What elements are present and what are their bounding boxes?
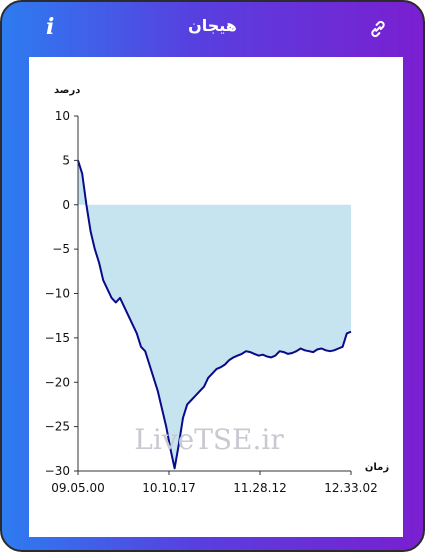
y-tick-label: −30	[45, 464, 70, 478]
link-icon[interactable]	[367, 18, 389, 40]
watermark: LiveTSE.ir	[134, 423, 284, 456]
y-axis-label: درصد	[54, 85, 80, 96]
y-tick-label: −5	[52, 242, 70, 256]
area-layer	[77, 160, 352, 470]
title-bar: i هیجان	[2, 2, 423, 57]
y-tick-label: 10	[55, 109, 70, 123]
x-tick-label: 09.05.00	[51, 481, 104, 495]
series-area	[78, 160, 351, 469]
x-tick-label: 10.10.17	[142, 481, 195, 495]
info-icon[interactable]: i	[46, 14, 55, 40]
page-title: هیجان	[188, 16, 237, 35]
y-tick-label: −15	[45, 331, 70, 345]
y-tick-label: 0	[62, 198, 70, 212]
y-tick-label: −25	[45, 420, 70, 434]
x-tick-label: 12.33.02	[324, 481, 377, 495]
x-tick-label: 11.28.12	[233, 481, 286, 495]
chart-svg: 10 5 0 −5 −10 −15 −20 −25 −30 09.05.00 10.10.17 11.…	[45, 85, 390, 495]
y-tick-label: −10	[45, 287, 70, 301]
x-axis-label: زمان	[365, 462, 389, 473]
series-line	[77, 160, 352, 470]
y-tick-label: 5	[62, 153, 70, 167]
tick-layer: 10 5 0 −5 −10 −15 −20 −25 −30 09.05.00 10.10.17 11.…	[45, 109, 378, 495]
y-tick-label: −20	[45, 375, 70, 389]
chart-panel: 10 5 0 −5 −10 −15 −20 −25 −30 09.05.00 10.10.17 11.…	[29, 57, 403, 537]
